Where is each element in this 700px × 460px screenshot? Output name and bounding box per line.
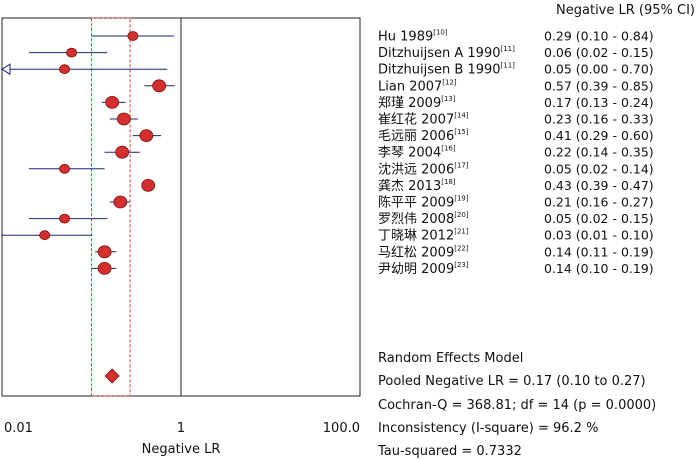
- x-tick-label: 1: [177, 421, 185, 436]
- study-reference: [16]: [441, 145, 456, 153]
- study-label: 沈洪远 2006: [378, 162, 454, 177]
- point-estimate: [66, 47, 78, 58]
- study-reference: [15]: [454, 128, 469, 136]
- study-label: Ditzhuijsen B 1990: [378, 63, 501, 78]
- x-axis-label: Negative LR: [142, 442, 221, 457]
- study-reference: [23]: [454, 261, 469, 269]
- study-reference: [18]: [441, 178, 456, 186]
- study-name: 崔红花 2007[14]: [378, 112, 469, 128]
- study-value: 0.03 (0.01 - 0.10): [544, 228, 654, 243]
- study-name: 尹幼明 2009[23]: [378, 261, 469, 277]
- summary-inconsistency: Inconsistency (I-square) = 96.2 %: [378, 421, 598, 436]
- point-estimate: [39, 230, 51, 241]
- study-name: 马红松 2009[22]: [378, 244, 469, 260]
- study-reference: [21]: [454, 228, 469, 236]
- summary-cochran: Cochran-Q = 368.81; df = 14 (p = 0.0000): [378, 398, 656, 413]
- study-value: 0.05 (0.02 - 0.15): [544, 211, 654, 226]
- study-label: 罗烈伟 2008: [378, 212, 454, 227]
- study-value: 0.05 (0.02 - 0.14): [544, 161, 654, 176]
- study-name: 毛远丽 2006[15]: [378, 128, 469, 144]
- study-reference: [10]: [433, 29, 448, 37]
- study-value: 0.22 (0.14 - 0.35): [544, 145, 654, 160]
- point-estimate: [152, 79, 167, 93]
- study-label: 崔红花 2007: [378, 112, 454, 128]
- study-label: Hu 1989: [378, 30, 433, 45]
- study-label: 陈平平 2009: [378, 195, 454, 211]
- summary-pooled: Pooled Negative LR = 0.17 (0.10 to 0.27): [378, 374, 646, 389]
- study-value: 0.29 (0.10 - 0.84): [544, 29, 654, 44]
- study-name: Ditzhuijsen A 1990[11]: [378, 45, 515, 61]
- study-value: 0.21 (0.16 - 0.27): [544, 195, 654, 210]
- study-reference: [19]: [454, 195, 469, 203]
- study-value: 0.17 (0.13 - 0.24): [544, 95, 654, 110]
- study-name: 郑瑾 2009[13]: [378, 95, 456, 111]
- study-reference: [14]: [454, 112, 469, 120]
- study-reference: [13]: [441, 95, 456, 103]
- point-estimate: [97, 261, 112, 275]
- summary-model: Random Effects Model: [378, 351, 523, 366]
- point-estimate: [115, 145, 130, 159]
- text-area: Negative LR (95% CI) Hu 1989[10] 0.29 (0.1…: [4, 3, 695, 459]
- point-estimate: [139, 129, 154, 143]
- point-estimate: [59, 213, 70, 224]
- study-value: 0.43 (0.39 - 0.47): [544, 178, 654, 193]
- point-estimate: [113, 195, 128, 209]
- x-tick-label: 100.0: [323, 421, 360, 436]
- study-name: 陈平平 2009[19]: [378, 195, 469, 211]
- plot-area: [1, 17, 361, 397]
- point-estimate: [59, 163, 70, 174]
- study-value: 0.41 (0.29 - 0.60): [544, 128, 654, 143]
- study-name: Lian 2007[12]: [378, 78, 457, 94]
- study-name: Hu 1989[10]: [378, 29, 448, 45]
- study-value: 0.06 (0.02 - 0.15): [544, 45, 654, 60]
- ci-arrow: [1, 63, 11, 76]
- study-label: 龚杰 2013: [378, 179, 441, 194]
- point-estimate: [141, 178, 156, 192]
- x-tick-label: 0.01: [4, 421, 33, 436]
- study-label: 马红松 2009: [378, 244, 454, 260]
- study-reference: [11]: [501, 62, 516, 70]
- study-name: 李琴 2004[16]: [378, 145, 456, 161]
- point-estimate: [105, 96, 120, 109]
- study-value: 0.23 (0.16 - 0.33): [544, 112, 654, 127]
- study-name: 罗烈伟 2008[20]: [378, 211, 469, 227]
- study-reference: [17]: [454, 161, 469, 169]
- study-value: 0.14 (0.10 - 0.19): [544, 261, 654, 276]
- column-header: Negative LR (95% CI): [556, 3, 695, 18]
- point-estimate: [59, 64, 70, 75]
- study-name: 龚杰 2013[18]: [378, 178, 456, 194]
- study-value: 0.57 (0.39 - 0.85): [544, 78, 654, 93]
- study-reference: [20]: [454, 211, 469, 219]
- study-label: 郑瑾 2009: [378, 96, 441, 111]
- study-label: Lian 2007: [378, 79, 442, 94]
- study-reference: [12]: [442, 78, 457, 86]
- summary-tau: Tau-squared = 0.7332: [377, 444, 522, 459]
- study-label: 尹幼明 2009: [378, 262, 454, 277]
- study-value: 0.05 (0.00 - 0.70): [544, 62, 654, 77]
- study-label: Ditzhuijsen A 1990: [378, 46, 501, 61]
- point-estimate: [127, 31, 139, 41]
- point-estimate: [116, 112, 131, 126]
- pooled-diamond: [104, 368, 120, 384]
- pooled-ci-band: [91, 17, 131, 397]
- study-reference: [11]: [501, 45, 516, 53]
- study-reference: [22]: [454, 244, 469, 252]
- study-label: 毛远丽 2006: [378, 129, 454, 144]
- study-name: Ditzhuijsen B 1990[11]: [378, 62, 515, 78]
- study-name: 沈洪远 2006[17]: [378, 161, 469, 177]
- study-label: 李琴 2004: [378, 146, 441, 161]
- study-label: 丁晓琳 2012: [378, 229, 454, 244]
- study-value: 0.14 (0.11 - 0.19): [544, 244, 654, 259]
- point-estimate: [97, 245, 112, 259]
- study-name: 丁晓琳 2012[21]: [378, 228, 469, 244]
